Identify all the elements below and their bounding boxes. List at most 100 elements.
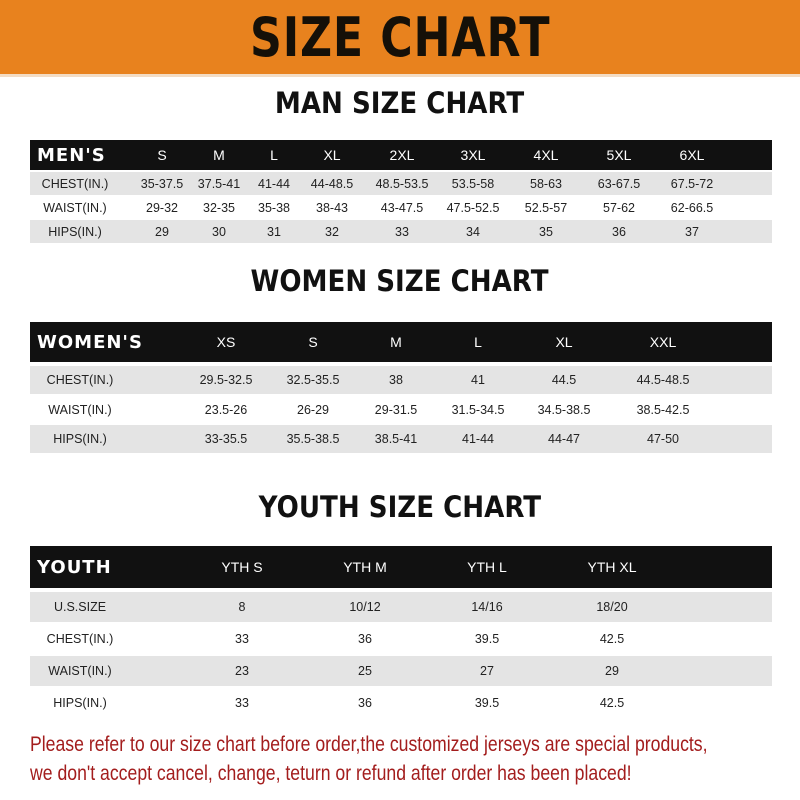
notice-line-2: we don't accept cancel, change, teturn o… [30, 762, 632, 785]
row-label: WAIST(IN.) [48, 403, 112, 417]
table-cell: 38.5-41 [374, 432, 418, 446]
table-cell: 38.5-42.5 [636, 403, 690, 417]
table-cell: 43-47.5 [380, 200, 424, 215]
table-cell: 30 [212, 224, 226, 239]
table-cell: 14/16 [471, 600, 503, 614]
table-row: CHEST(IN.) 29.5-32.5 32.5-35.5 38 41 44.5 44.5… [30, 366, 772, 394]
size-column-header: M [213, 147, 225, 163]
table-header-row: MEN'S S M L XL 2XL 3XL 4XL 5XL 6XL [30, 140, 772, 170]
table-cell: 33 [235, 696, 249, 710]
table-cell: 44.5-48.5 [636, 373, 690, 387]
row-label: CHEST(IN.) [46, 632, 114, 646]
table-header-row: WOMEN'S XS S M L XL XXL [30, 322, 772, 362]
table-cell: 34 [466, 224, 480, 239]
table-cell: 33 [395, 224, 409, 239]
table-header-label: WOMEN'S [37, 331, 143, 353]
row-label: WAIST(IN.) [43, 200, 107, 215]
table-cell: 47.5-52.5 [446, 200, 500, 215]
table-cell: 32 [325, 224, 339, 239]
men-title-text: MAN SIZE CHART [275, 86, 525, 120]
row-label: WAIST(IN.) [48, 664, 112, 678]
table-header-label: YOUTH [37, 556, 112, 578]
table-cell: 31.5-34.5 [451, 403, 505, 417]
table-row: HIPS(IN.) 33-35.5 35.5-38.5 38.5-41 41-44 44-… [30, 425, 772, 453]
size-column-header: S [157, 147, 167, 163]
table-cell: 41 [471, 373, 485, 387]
table-cell: 33 [235, 632, 249, 646]
table-cell: 58-63 [530, 176, 562, 191]
table-cell: 35 [539, 224, 553, 239]
table-row: WAIST(IN.) 23.5-26 26-29 29-31.5 31.5-34.5 34… [30, 396, 772, 424]
youth-title-text: YOUTH SIZE CHART [258, 490, 542, 524]
table-row: CHEST(IN.) 33 36 39.5 42.5 [30, 624, 772, 654]
table-row: WAIST(IN.) 23 25 27 29 [30, 656, 772, 686]
size-column-header: YTH XL [587, 559, 637, 575]
size-column-header: XS [216, 334, 236, 350]
table-cell: 44-47 [548, 432, 580, 446]
men-section-title: MAN SIZE CHART [0, 86, 800, 120]
table-row: HIPS(IN.) 29 30 31 32 33 34 35 36 37 [30, 220, 772, 243]
table-cell: 8 [238, 600, 246, 614]
women-title-text: WOMEN SIZE CHART [251, 264, 549, 298]
table-cell: 29-31.5 [374, 403, 418, 417]
table-cell: 48.5-53.5 [375, 176, 429, 191]
size-column-header: 6XL [679, 147, 705, 163]
size-column-header: 2XL [389, 147, 415, 163]
table-cell: 67.5-72 [670, 176, 714, 191]
size-column-header: 4XL [533, 147, 559, 163]
size-column-header: L [270, 147, 278, 163]
table-cell: 39.5 [474, 696, 500, 710]
table-cell: 36 [358, 632, 372, 646]
table-cell: 52.5-57 [524, 200, 568, 215]
size-column-header: XXL [649, 334, 677, 350]
table-cell: 32.5-35.5 [286, 373, 340, 387]
table-cell: 18/20 [596, 600, 628, 614]
table-cell: 29 [605, 664, 619, 678]
table-cell: 53.5-58 [451, 176, 495, 191]
size-column-header: XL [323, 147, 341, 163]
table-row: CHEST(IN.) 35-37.5 37.5-41 41-44 44-48.5 48.5… [30, 172, 772, 195]
table-header-label: MEN'S [37, 144, 106, 166]
table-cell: 62-66.5 [670, 200, 714, 215]
table-header-row: YOUTH YTH S YTH M YTH L YTH XL [30, 546, 772, 588]
table-cell: 39.5 [474, 632, 500, 646]
table-cell: 36 [358, 696, 372, 710]
women-section-title: WOMEN SIZE CHART [0, 264, 800, 298]
table-cell: 35-38 [258, 200, 290, 215]
table-cell: 44-48.5 [310, 176, 354, 191]
table-cell: 25 [358, 664, 372, 678]
table-cell: 23 [235, 664, 249, 678]
table-row: WAIST(IN.) 29-32 32-35 35-38 38-43 43-47.5 47.… [30, 196, 772, 219]
size-column-header: M [390, 334, 402, 350]
row-label: U.S.SIZE [53, 600, 107, 614]
table-cell: 35.5-38.5 [286, 432, 340, 446]
table-cell: 47-50 [647, 432, 679, 446]
table-cell: 63-67.5 [597, 176, 641, 191]
size-column-header: S [308, 334, 318, 350]
table-cell: 36 [612, 224, 626, 239]
table-cell: 42.5 [599, 632, 625, 646]
size-column-header: XL [555, 334, 573, 350]
banner-title: SIZE CHART [249, 5, 551, 69]
table-row: HIPS(IN.) 33 36 39.5 42.5 [30, 688, 772, 718]
table-cell: 42.5 [599, 696, 625, 710]
table-cell: 10/12 [349, 600, 381, 614]
table-cell: 29-32 [146, 200, 178, 215]
notice-line-1: Please refer to our size chart before or… [30, 733, 708, 756]
table-cell: 41-44 [462, 432, 494, 446]
table-cell: 41-44 [258, 176, 290, 191]
row-label: CHEST(IN.) [41, 176, 109, 191]
size-column-header: YTH M [343, 559, 387, 575]
size-column-header: 5XL [606, 147, 632, 163]
table-cell: 29.5-32.5 [199, 373, 253, 387]
row-label: HIPS(IN.) [48, 224, 102, 239]
size-column-header: YTH S [221, 559, 263, 575]
row-label: HIPS(IN.) [53, 696, 107, 710]
table-cell: 57-62 [603, 200, 635, 215]
table-cell: 33-35.5 [204, 432, 248, 446]
table-cell: 38 [389, 373, 403, 387]
table-cell: 29 [155, 224, 169, 239]
table-row: U.S.SIZE 8 10/12 14/16 18/20 [30, 592, 772, 622]
size-column-header: L [474, 334, 482, 350]
size-column-header: 3XL [460, 147, 486, 163]
